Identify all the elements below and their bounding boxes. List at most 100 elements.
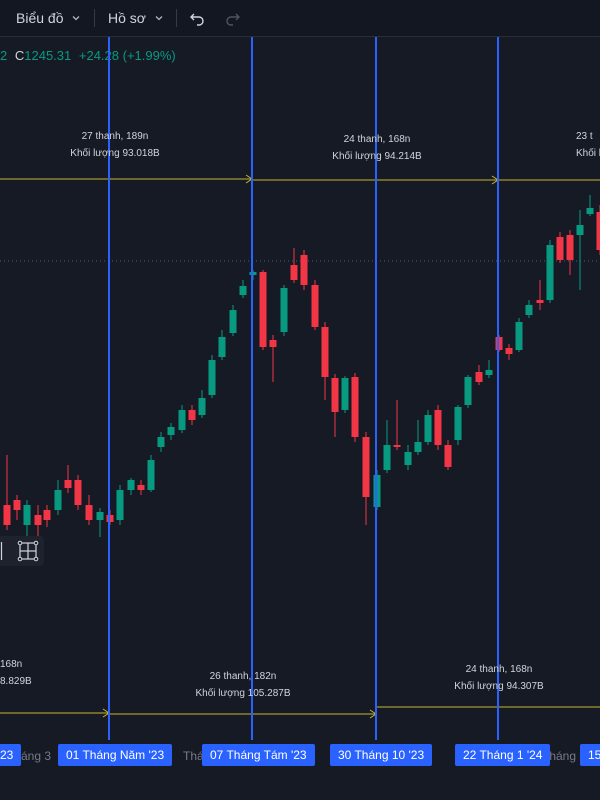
candle xyxy=(362,432,370,525)
range-volume-text: Khối lượng 93.018B xyxy=(70,148,160,159)
date-tag: 07 Tháng Tám '23 xyxy=(202,744,315,766)
time-axis[interactable]: áng 3 Thá 9 Tháng 3 23 01 Tháng Năm '23 … xyxy=(0,740,600,772)
date-tag: 23 xyxy=(0,744,22,766)
candle xyxy=(475,365,483,385)
candle xyxy=(147,455,155,492)
range-bars-text: 24 thanh, 168n xyxy=(465,664,533,675)
redo-button[interactable] xyxy=(224,0,242,36)
candle xyxy=(321,322,329,400)
undo-button[interactable] xyxy=(188,0,206,36)
candle xyxy=(393,400,401,450)
range-label-top-2: 24 thanh, 168n Khối lượng 94.214B xyxy=(282,131,472,165)
date-tag: 01 Tháng Năm '23 xyxy=(58,744,173,766)
candle xyxy=(116,485,124,525)
candle xyxy=(259,270,267,350)
candle xyxy=(43,505,51,527)
vertical-marker-lines xyxy=(108,37,499,740)
chevron-down-icon xyxy=(155,16,163,21)
candle xyxy=(64,465,72,493)
chart-menu-button[interactable]: Biểu đồ xyxy=(16,0,81,36)
range-volume-text: 8.829B xyxy=(0,676,32,687)
range-label-bottom-2: 26 thanh, 182n Khối lượng 105.287B xyxy=(148,668,338,702)
range-bars-text: 24 thanh, 168n xyxy=(343,134,411,145)
drawing-tool-icon[interactable] xyxy=(0,540,3,562)
candle xyxy=(414,420,422,455)
range-label-top-3: 23 t Khối l xyxy=(576,128,600,162)
profile-menu-button[interactable]: Hồ sơ xyxy=(108,0,164,36)
candle xyxy=(515,318,523,352)
range-label-top-1: 27 thanh, 189n Khối lượng 93.018B xyxy=(20,128,210,162)
range-volume-text: Khối lượng 94.307B xyxy=(454,681,544,692)
range-volume-text: Khối lượng 105.287B xyxy=(195,688,291,699)
close-value: 1245.31 xyxy=(24,48,72,63)
candle xyxy=(54,480,62,515)
candle xyxy=(434,405,442,450)
chart-menu-label: Biểu đồ xyxy=(16,10,64,26)
close-label: C xyxy=(14,48,25,63)
candle xyxy=(229,305,237,336)
candle xyxy=(208,355,216,398)
toolbar-divider xyxy=(94,9,95,27)
price-change: +24.28 (+1.99%) xyxy=(78,48,176,63)
candle xyxy=(536,280,544,310)
date-tag: 22 Tháng 1 '24 xyxy=(455,744,551,766)
candle xyxy=(157,432,165,452)
candle xyxy=(525,300,533,318)
toolbar-divider xyxy=(176,9,177,27)
candle xyxy=(137,480,145,495)
candle xyxy=(331,374,339,437)
candle xyxy=(188,405,196,425)
candle xyxy=(178,405,186,433)
range-label-bottom-3: 24 thanh, 168n Khối lượng 94.307B xyxy=(404,661,594,695)
range-bars-text: 27 thanh, 189n xyxy=(81,131,149,142)
range-volume-text: Khối lượng 94.214B xyxy=(332,151,422,162)
candle xyxy=(566,230,574,275)
range-bars-text: 168n xyxy=(0,659,23,670)
candle xyxy=(351,373,359,442)
candle xyxy=(485,360,493,378)
candle xyxy=(556,232,564,263)
candle xyxy=(576,210,584,290)
candle xyxy=(127,478,135,495)
range-bars-text: 26 thanh, 182n xyxy=(209,671,277,682)
date-range-lines xyxy=(0,174,600,719)
candle xyxy=(74,475,82,510)
candle xyxy=(218,330,226,360)
candle xyxy=(269,335,277,382)
candle xyxy=(454,405,462,445)
candle xyxy=(586,195,594,216)
candle xyxy=(505,344,513,360)
candle xyxy=(464,375,472,408)
candle xyxy=(198,390,206,418)
candle xyxy=(85,495,93,525)
redo-icon xyxy=(226,13,240,26)
top-toolbar: Biểu đồ Hồ sơ xyxy=(0,0,600,37)
candle xyxy=(424,410,432,445)
candle xyxy=(13,495,21,520)
candle xyxy=(280,285,288,336)
candle xyxy=(341,376,349,413)
candle xyxy=(239,280,247,298)
candle xyxy=(311,280,319,330)
range-volume-text: Khối l xyxy=(576,148,600,159)
ohlc-legend: 2 C1245.31 +24.28 (+1.99%) xyxy=(0,48,176,63)
candle xyxy=(3,455,11,530)
candle xyxy=(23,500,31,540)
candle xyxy=(444,440,452,470)
profile-menu-label: Hồ sơ xyxy=(108,10,146,26)
range-label-bottom-1: 168n 8.829B xyxy=(0,656,32,690)
candle xyxy=(404,445,412,470)
candle xyxy=(300,250,308,290)
price-chart[interactable] xyxy=(0,37,600,740)
floating-drawing-toolbar xyxy=(0,536,44,566)
candlestick-series xyxy=(3,195,600,545)
frame-select-icon[interactable] xyxy=(16,539,40,563)
chevron-down-icon xyxy=(73,16,80,21)
candle xyxy=(96,508,104,537)
ohlc-prefix: 2 xyxy=(0,48,8,63)
time-axis-tick: Thá xyxy=(183,749,204,763)
candle xyxy=(546,240,554,303)
candle xyxy=(167,423,175,440)
time-axis-tick: Tháng 3 xyxy=(542,749,587,763)
undo-icon xyxy=(190,13,204,26)
